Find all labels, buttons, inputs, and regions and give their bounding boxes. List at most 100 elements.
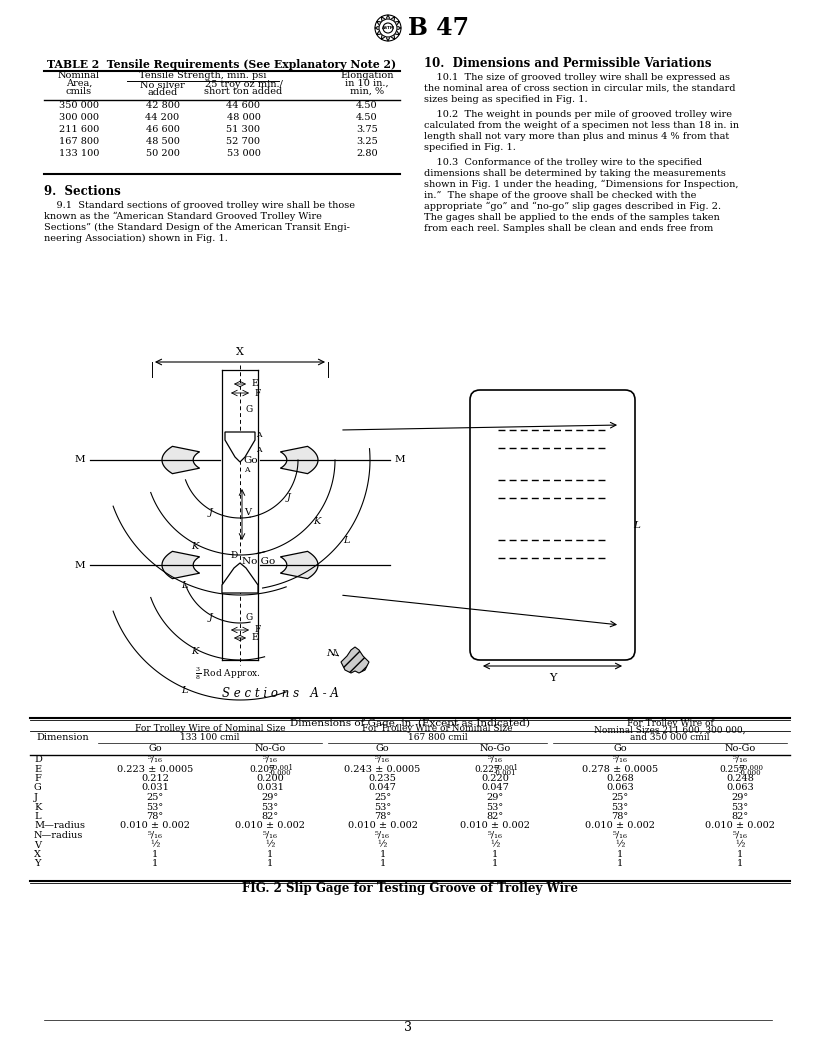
Text: appropriate “go” and “no-go” slip gages described in Fig. 2.: appropriate “go” and “no-go” slip gages … bbox=[424, 202, 721, 211]
Text: N: N bbox=[326, 648, 335, 658]
Polygon shape bbox=[225, 432, 255, 463]
Text: 1: 1 bbox=[492, 860, 498, 868]
Text: Go: Go bbox=[375, 744, 389, 753]
Text: ⁵/₁₆: ⁵/₁₆ bbox=[733, 831, 747, 840]
Text: 1: 1 bbox=[617, 860, 623, 868]
Text: J: J bbox=[209, 508, 212, 517]
Text: 53°: 53° bbox=[374, 803, 391, 811]
Text: G: G bbox=[245, 406, 252, 415]
Text: 4.50: 4.50 bbox=[357, 101, 378, 110]
Text: TABLE 2  Tensile Requirements (See Explanatory Note 2): TABLE 2 Tensile Requirements (See Explan… bbox=[47, 59, 397, 70]
Text: 9.  Sections: 9. Sections bbox=[44, 185, 121, 199]
Text: F: F bbox=[254, 389, 260, 397]
Text: E: E bbox=[251, 379, 258, 389]
Text: 51 300: 51 300 bbox=[227, 125, 260, 134]
Text: 3.25: 3.25 bbox=[356, 137, 378, 146]
Text: ½: ½ bbox=[378, 841, 387, 849]
Text: -0.000: -0.000 bbox=[738, 769, 761, 777]
Text: Nominal Sizes 211 600, 300 000,: Nominal Sizes 211 600, 300 000, bbox=[594, 727, 746, 735]
Text: short ton added: short ton added bbox=[204, 87, 282, 96]
Text: V: V bbox=[244, 508, 251, 517]
Text: No-Go: No-Go bbox=[255, 744, 286, 753]
Text: ASTM: ASTM bbox=[382, 26, 394, 30]
Text: 1: 1 bbox=[267, 860, 273, 868]
Text: Go: Go bbox=[613, 744, 627, 753]
Text: 300 000: 300 000 bbox=[59, 113, 99, 122]
Text: 0.220: 0.220 bbox=[481, 774, 509, 782]
Text: sizes being as specified in Fig. 1.: sizes being as specified in Fig. 1. bbox=[424, 95, 588, 103]
Text: Elongation: Elongation bbox=[340, 71, 394, 80]
Text: 52 700: 52 700 bbox=[227, 137, 260, 146]
Text: 82°: 82° bbox=[261, 812, 278, 821]
Text: 0.031: 0.031 bbox=[141, 784, 169, 792]
Text: For Trolley Wire of: For Trolley Wire of bbox=[627, 719, 713, 728]
Text: 53°: 53° bbox=[611, 803, 628, 811]
Text: K: K bbox=[313, 516, 321, 526]
Polygon shape bbox=[222, 563, 258, 593]
Text: The gages shall be applied to the ends of the samples taken: The gages shall be applied to the ends o… bbox=[424, 213, 720, 222]
Text: neering Association) shown in Fig. 1.: neering Association) shown in Fig. 1. bbox=[44, 233, 228, 243]
Text: Go: Go bbox=[149, 744, 162, 753]
Text: 167 800: 167 800 bbox=[59, 137, 99, 146]
Text: 10.2  The weight in pounds per mile of grooved trolley wire: 10.2 The weight in pounds per mile of gr… bbox=[424, 110, 732, 119]
Text: 78°: 78° bbox=[146, 812, 163, 821]
Text: 0.010 ± 0.002: 0.010 ± 0.002 bbox=[348, 822, 418, 830]
Text: ⁵/₁₆: ⁵/₁₆ bbox=[487, 831, 503, 840]
Text: Tensile Strength, min. psi: Tensile Strength, min. psi bbox=[140, 71, 267, 80]
Text: 48 500: 48 500 bbox=[145, 137, 180, 146]
Text: S e c t i o n s   A - A: S e c t i o n s A - A bbox=[222, 687, 339, 700]
Text: Area,: Area, bbox=[66, 79, 92, 88]
Text: For Trolley Wire of Nominal Size: For Trolley Wire of Nominal Size bbox=[362, 724, 512, 733]
Text: L: L bbox=[34, 812, 41, 821]
Text: Dimensions of Gage, in. (Except as Indicated): Dimensions of Gage, in. (Except as Indic… bbox=[290, 719, 530, 728]
Text: 25°: 25° bbox=[146, 793, 163, 802]
Text: 0.010 ± 0.002: 0.010 ± 0.002 bbox=[460, 822, 530, 830]
Text: 1: 1 bbox=[379, 860, 386, 868]
Polygon shape bbox=[162, 551, 199, 579]
Text: 4.50: 4.50 bbox=[357, 113, 378, 122]
Text: ½: ½ bbox=[490, 841, 499, 849]
Text: 1: 1 bbox=[152, 860, 158, 868]
Text: ⁵/₁₆: ⁵/₁₆ bbox=[148, 755, 162, 763]
Text: E: E bbox=[251, 634, 258, 642]
Text: 82°: 82° bbox=[486, 812, 503, 821]
Text: 10.  Dimensions and Permissible Variations: 10. Dimensions and Permissible Variation… bbox=[424, 57, 712, 70]
Text: 0.047: 0.047 bbox=[369, 784, 397, 792]
Text: 0.063: 0.063 bbox=[606, 784, 634, 792]
Text: ⁵/₁₆: ⁵/₁₆ bbox=[263, 755, 277, 763]
Text: 0.063: 0.063 bbox=[726, 784, 754, 792]
Text: 0.243 ± 0.0005: 0.243 ± 0.0005 bbox=[344, 765, 420, 773]
Text: 48 000: 48 000 bbox=[227, 113, 260, 122]
Text: V: V bbox=[34, 841, 41, 849]
Text: 1: 1 bbox=[152, 850, 158, 859]
Text: 211 600: 211 600 bbox=[59, 125, 99, 134]
Text: 44 600: 44 600 bbox=[227, 101, 260, 110]
Text: the nominal area of cross section in circular mils, the standard: the nominal area of cross section in cir… bbox=[424, 84, 735, 93]
Text: L: L bbox=[344, 535, 350, 545]
Text: K: K bbox=[191, 646, 198, 656]
Text: M—radius: M—radius bbox=[34, 822, 85, 830]
Polygon shape bbox=[162, 447, 199, 474]
Text: 0.227: 0.227 bbox=[474, 765, 500, 773]
Text: ⁵/₁₆: ⁵/₁₆ bbox=[613, 755, 628, 763]
Text: 78°: 78° bbox=[611, 812, 628, 821]
Text: +0.001: +0.001 bbox=[492, 765, 518, 773]
Text: D: D bbox=[231, 551, 238, 561]
Text: M: M bbox=[74, 455, 85, 465]
Text: 0.257: 0.257 bbox=[719, 765, 745, 773]
Text: 29°: 29° bbox=[486, 793, 503, 802]
Text: -0.000: -0.000 bbox=[268, 769, 291, 777]
Text: calculated from the weight of a specimen not less than 18 in. in: calculated from the weight of a specimen… bbox=[424, 121, 739, 130]
Text: ⁵/₁₆: ⁵/₁₆ bbox=[487, 755, 503, 763]
Text: length shall not vary more than plus and minus 4 % from that: length shall not vary more than plus and… bbox=[424, 132, 730, 142]
Text: 0.235: 0.235 bbox=[369, 774, 397, 782]
Text: ⁵/₁₆: ⁵/₁₆ bbox=[613, 831, 628, 840]
Text: +0.000: +0.000 bbox=[737, 765, 763, 773]
Text: ½: ½ bbox=[150, 841, 160, 849]
Text: 0.010 ± 0.002: 0.010 ± 0.002 bbox=[585, 822, 655, 830]
Text: 0.200: 0.200 bbox=[256, 774, 284, 782]
Text: 0.248: 0.248 bbox=[726, 774, 754, 782]
FancyBboxPatch shape bbox=[470, 390, 635, 660]
Text: FIG. 2 Slip Gage for Testing Groove of Trolley Wire: FIG. 2 Slip Gage for Testing Groove of T… bbox=[242, 882, 578, 895]
Text: 1: 1 bbox=[617, 850, 623, 859]
